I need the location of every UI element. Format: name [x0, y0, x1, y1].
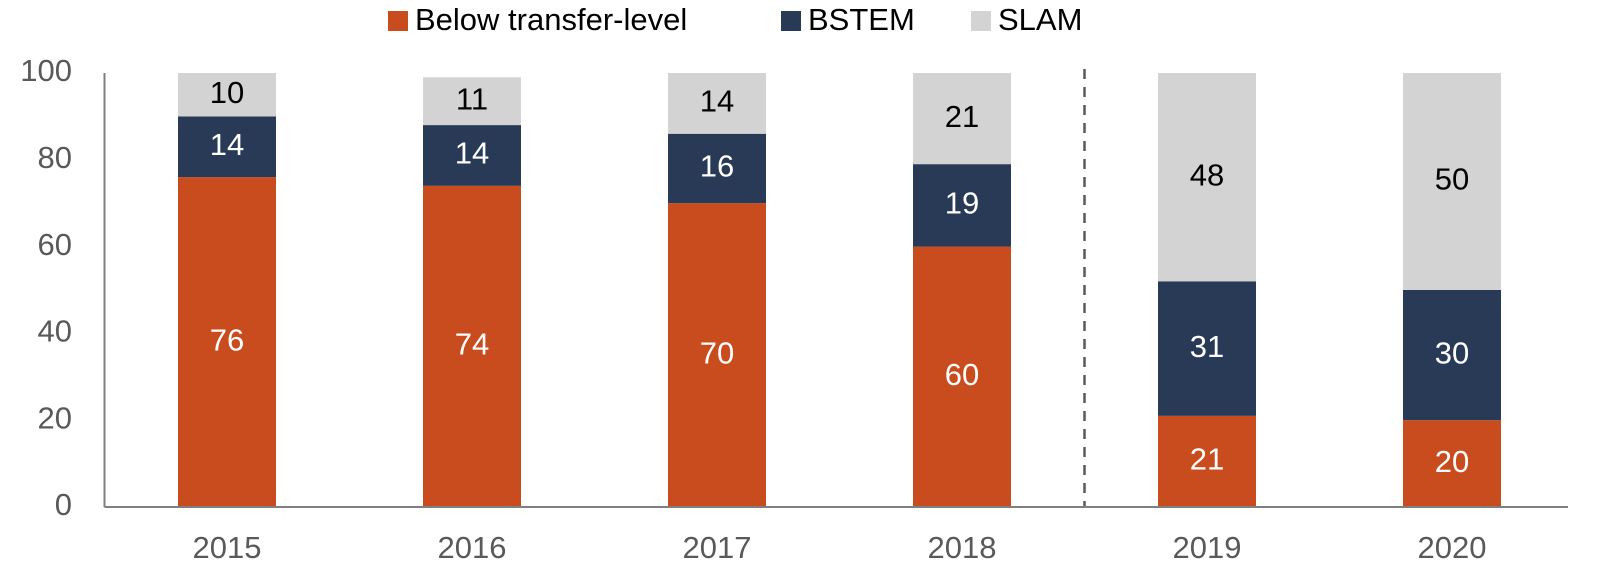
bar-segment — [1158, 415, 1256, 507]
y-tick-label: 100 — [20, 53, 72, 88]
bar-segment — [668, 203, 766, 507]
legend-swatch — [388, 11, 408, 31]
y-tick-label: 60 — [38, 227, 72, 262]
data-label: 11 — [456, 81, 488, 116]
data-label: 19 — [945, 186, 979, 221]
bar-segment — [1403, 290, 1501, 421]
bar-segment — [913, 246, 1011, 507]
x-tick-label: 2015 — [193, 530, 262, 565]
data-label: 70 — [700, 335, 734, 370]
bar-segment — [178, 177, 276, 507]
data-label: 20 — [1435, 444, 1469, 479]
bar-segment — [668, 133, 766, 204]
x-tick-label: 2016 — [438, 530, 507, 565]
data-label: 31 — [1190, 329, 1224, 364]
data-label: 10 — [210, 75, 244, 110]
data-label: 50 — [1435, 162, 1469, 197]
x-tick-label: 2018 — [928, 530, 997, 565]
bar-segment — [1403, 73, 1501, 290]
y-tick-label: 0 — [55, 487, 72, 522]
data-label: 21 — [945, 99, 979, 134]
data-label: 14 — [210, 127, 244, 162]
bar-segment — [913, 164, 1011, 247]
y-tick-label: 40 — [38, 314, 72, 349]
y-tick-label: 20 — [38, 400, 72, 435]
data-label: 60 — [945, 357, 979, 392]
bar-segment — [1403, 420, 1501, 507]
bar-segment — [1158, 73, 1256, 282]
legend-swatch — [971, 11, 991, 31]
bar-segment — [423, 185, 521, 507]
data-label: 21 — [1190, 442, 1224, 477]
y-tick-label: 80 — [38, 140, 72, 175]
data-label: 14 — [700, 84, 734, 119]
bar-segment — [423, 125, 521, 186]
x-tick-label: 2017 — [683, 530, 752, 565]
bar-segment — [423, 77, 521, 126]
x-tick-label: 2020 — [1418, 530, 1487, 565]
legend-swatch — [781, 11, 801, 31]
data-label: 16 — [700, 149, 734, 184]
legend-label: Below transfer-level — [415, 2, 687, 37]
data-label: 48 — [1190, 157, 1224, 192]
legend-label: BSTEM — [808, 2, 915, 37]
data-label: 14 — [455, 136, 489, 171]
bar-segment — [1158, 281, 1256, 416]
x-tick-label: 2019 — [1173, 530, 1242, 565]
data-label: 76 — [210, 322, 244, 357]
data-label: 30 — [1435, 335, 1469, 370]
legend-label: SLAM — [998, 2, 1082, 37]
bar-segment — [913, 73, 1011, 165]
data-label: 74 — [455, 327, 489, 362]
bar-segment — [178, 116, 276, 178]
bar-segment — [668, 73, 766, 134]
bar-segment — [178, 73, 276, 117]
